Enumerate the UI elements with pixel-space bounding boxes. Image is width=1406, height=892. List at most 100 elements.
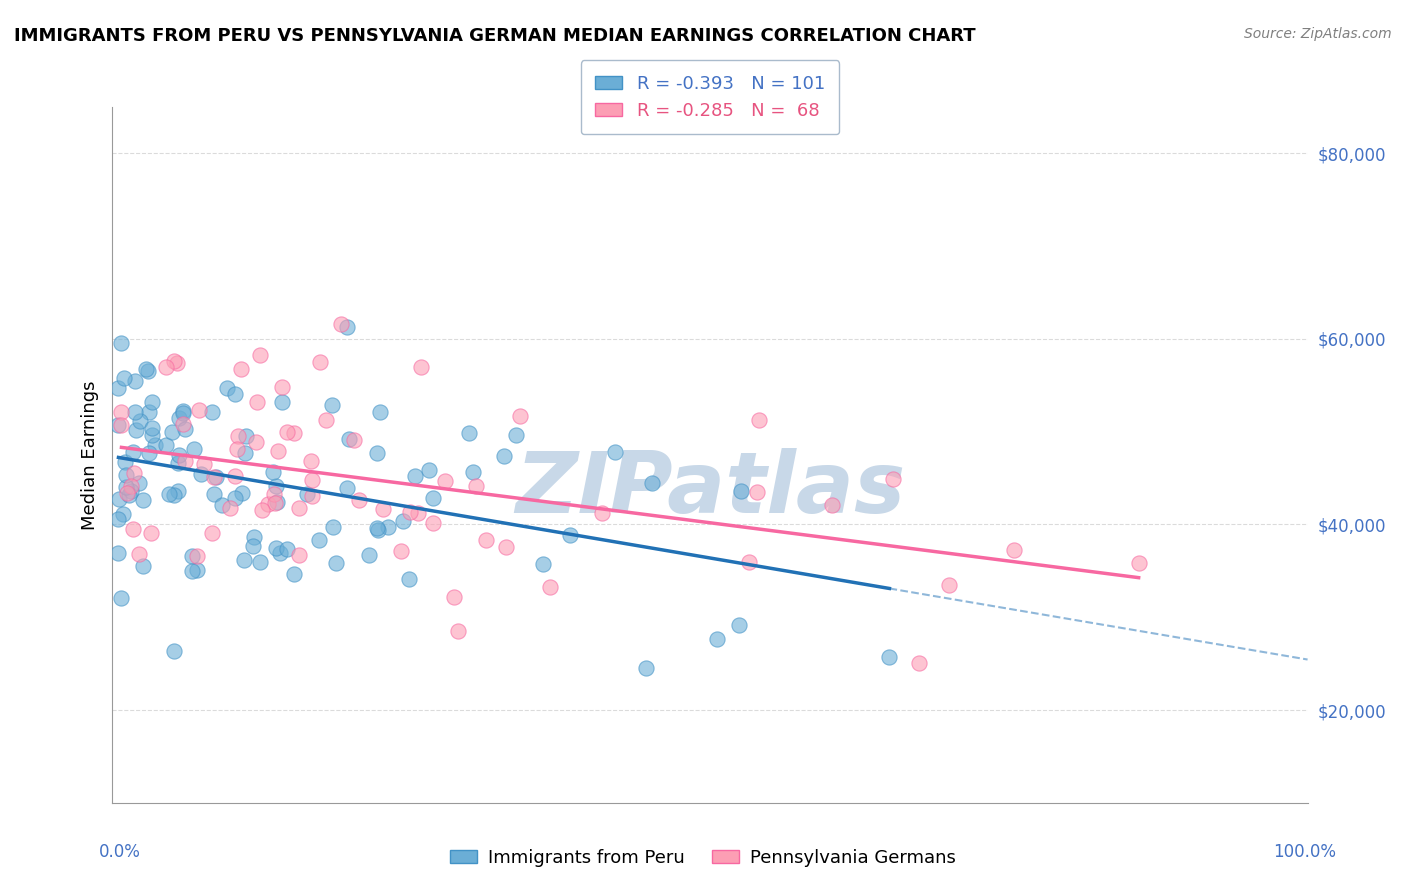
Immigrants from Peru (337, 432, 360, 446)
Text: ZIPatlas: ZIPatlas (515, 448, 905, 532)
Immigrants from Peru (233, 553, 256, 567)
Immigrants from Peru (322, 520, 344, 534)
Pennsylvania Germans (1002, 543, 1025, 558)
Pennsylvania Germans (406, 506, 429, 520)
Immigrants from Peru (169, 411, 191, 425)
Pennsylvania Germans (263, 486, 285, 500)
Immigrants from Peru (183, 442, 205, 457)
Pennsylvania Germans (309, 355, 332, 369)
Pennsylvania Germans (288, 549, 311, 563)
Pennsylvania Germans (202, 470, 225, 484)
Immigrants from Peru (190, 467, 212, 481)
Legend: R = -0.393   N = 101, R = -0.285   N =  68: R = -0.393 N = 101, R = -0.285 N = 68 (581, 61, 839, 135)
Immigrants from Peru (118, 488, 141, 502)
Immigrants from Peru (122, 445, 145, 459)
Y-axis label: Median Earnings: Median Earnings (80, 380, 98, 530)
Immigrants from Peru (422, 491, 444, 505)
Immigrants from Peru (235, 429, 257, 443)
Immigrants from Peru (166, 456, 188, 470)
Text: IMMIGRANTS FROM PERU VS PENNSYLVANIA GERMAN MEDIAN EARNINGS CORRELATION CHART: IMMIGRANTS FROM PERU VS PENNSYLVANIA GER… (14, 27, 976, 45)
Immigrants from Peru (224, 386, 246, 401)
Pennsylvania Germans (538, 580, 561, 594)
Immigrants from Peru (461, 465, 484, 479)
Pennsylvania Germans (315, 412, 337, 426)
Pennsylvania Germans (110, 417, 132, 432)
Immigrants from Peru (505, 428, 527, 442)
Pennsylvania Germans (283, 425, 305, 440)
Text: 0.0%: 0.0% (98, 843, 141, 861)
Pennsylvania Germans (411, 360, 433, 375)
Immigrants from Peru (368, 404, 391, 418)
Immigrants from Peru (325, 557, 347, 571)
Immigrants from Peru (224, 491, 246, 505)
Pennsylvania Germans (188, 403, 211, 417)
Pennsylvania Germans (495, 541, 517, 555)
Pennsylvania Germans (343, 434, 366, 448)
Immigrants from Peru (202, 487, 225, 501)
Immigrants from Peru (215, 381, 238, 395)
Immigrants from Peru (231, 486, 253, 500)
Immigrants from Peru (205, 469, 228, 483)
Immigrants from Peru (336, 481, 359, 495)
Immigrants from Peru (392, 514, 415, 528)
Immigrants from Peru (269, 546, 291, 560)
Text: 100.0%: 100.0% (1272, 843, 1336, 861)
Immigrants from Peru (264, 479, 287, 493)
Immigrants from Peru (107, 381, 129, 395)
Pennsylvania Germans (938, 578, 960, 592)
Pennsylvania Germans (1128, 557, 1150, 571)
Immigrants from Peru (558, 527, 581, 541)
Pennsylvania Germans (907, 656, 929, 670)
Immigrants from Peru (605, 445, 627, 459)
Immigrants from Peru (125, 423, 148, 437)
Immigrants from Peru (128, 414, 150, 428)
Immigrants from Peru (879, 650, 901, 665)
Immigrants from Peru (404, 469, 426, 483)
Immigrants from Peru (531, 557, 554, 571)
Immigrants from Peru (727, 617, 749, 632)
Immigrants from Peru (357, 549, 380, 563)
Pennsylvania Germans (509, 409, 531, 423)
Immigrants from Peru (135, 361, 157, 376)
Immigrants from Peru (186, 563, 208, 577)
Immigrants from Peru (124, 405, 146, 419)
Immigrants from Peru (155, 438, 177, 452)
Pennsylvania Germans (389, 544, 412, 558)
Pennsylvania Germans (591, 507, 613, 521)
Immigrants from Peru (141, 395, 163, 409)
Immigrants from Peru (201, 405, 224, 419)
Pennsylvania Germans (246, 394, 269, 409)
Immigrants from Peru (112, 508, 135, 522)
Pennsylvania Germans (433, 474, 456, 488)
Pennsylvania Germans (464, 478, 486, 492)
Immigrants from Peru (271, 394, 294, 409)
Pennsylvania Germans (218, 501, 240, 516)
Immigrants from Peru (243, 530, 266, 544)
Immigrants from Peru (115, 480, 138, 494)
Pennsylvania Germans (821, 498, 844, 512)
Immigrants from Peru (172, 404, 194, 418)
Pennsylvania Germans (398, 505, 420, 519)
Pennsylvania Germans (267, 444, 290, 458)
Immigrants from Peru (120, 484, 142, 499)
Pennsylvania Germans (301, 489, 323, 503)
Pennsylvania Germans (271, 380, 294, 394)
Pennsylvania Germans (193, 458, 215, 472)
Pennsylvania Germans (120, 479, 142, 493)
Legend: Immigrants from Peru, Pennsylvania Germans: Immigrants from Peru, Pennsylvania Germa… (443, 842, 963, 874)
Immigrants from Peru (249, 555, 271, 569)
Pennsylvania Germans (371, 501, 394, 516)
Immigrants from Peru (418, 463, 440, 477)
Pennsylvania Germans (276, 425, 298, 439)
Pennsylvania Germans (121, 522, 143, 536)
Pennsylvania Germans (139, 526, 162, 541)
Pennsylvania Germans (301, 474, 323, 488)
Immigrants from Peru (172, 406, 194, 420)
Immigrants from Peru (366, 521, 388, 535)
Immigrants from Peru (132, 558, 155, 573)
Immigrants from Peru (114, 455, 136, 469)
Immigrants from Peru (181, 564, 204, 578)
Pennsylvania Germans (882, 472, 904, 486)
Immigrants from Peru (166, 484, 188, 499)
Pennsylvania Germans (128, 547, 150, 561)
